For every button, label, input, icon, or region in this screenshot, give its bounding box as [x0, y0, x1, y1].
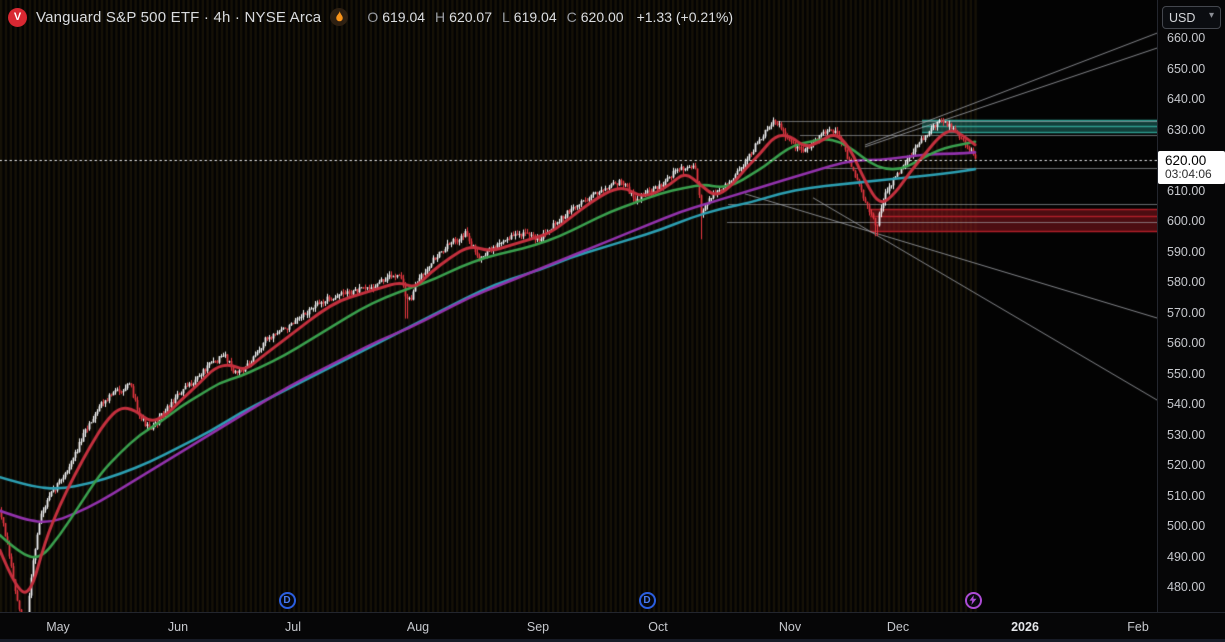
- bottom-toolbar-edge: [0, 639, 1225, 642]
- price-axis-label: 600.00: [1167, 214, 1206, 228]
- time-axis-label: Jul: [285, 620, 301, 634]
- time-axis-label: Oct: [648, 620, 668, 634]
- symbol-logo: V: [8, 7, 27, 27]
- price-change: +1.33 (+0.21%): [636, 9, 734, 25]
- time-axis-label: Jun: [167, 620, 189, 634]
- price-axis-label: 480.00: [1167, 580, 1206, 594]
- currency-label: USD: [1169, 10, 1196, 25]
- price-axis-label: 610.00: [1167, 183, 1206, 198]
- price-axis-label: 660.00: [1167, 31, 1206, 45]
- price-axis-label: 490.00: [1167, 549, 1206, 564]
- price-axis-label: 590.00: [1167, 244, 1206, 259]
- symbol-logo-letter: V: [13, 11, 22, 23]
- earnings-marker[interactable]: [964, 591, 982, 609]
- price-axis-label: 520.00: [1167, 458, 1206, 472]
- chevron-down-icon: ▾: [1208, 10, 1214, 21]
- chart-area: V Vanguard S&P 500 ETF · 4h · NYSE Arca …: [0, 0, 1157, 612]
- candlestick-chart-canvas[interactable]: [0, 0, 1157, 612]
- time-axis-label: Aug: [406, 620, 430, 634]
- dividend-marker[interactable]: D: [278, 591, 296, 609]
- ohlc-low-label: L: [502, 9, 510, 25]
- time-axis-label: Dec: [886, 620, 910, 634]
- ohlc-open-value: 619.04: [382, 9, 426, 25]
- price-axis-label: 560.00: [1167, 336, 1206, 350]
- price-axis-label: 640.00: [1167, 92, 1206, 106]
- ohlc-values: O 619.04 H 620.07 L 619.04 C 620.00: [361, 9, 623, 25]
- time-axis-label: Sep: [526, 620, 550, 634]
- symbol-legend[interactable]: V Vanguard S&P 500 ETF · 4h · NYSE Arca …: [8, 5, 733, 29]
- ohlc-close-value: 620.00: [580, 9, 624, 25]
- price-axis-label: 510.00: [1167, 488, 1206, 503]
- dividend-marker[interactable]: D: [638, 591, 656, 609]
- time-axis-label: May: [46, 620, 70, 634]
- time-axis-label: Feb: [1127, 620, 1149, 634]
- price-axis-label: 580.00: [1167, 275, 1206, 289]
- ohlc-open-label: O: [367, 9, 379, 25]
- ohlc-low-value: 619.04: [513, 9, 557, 25]
- price-axis-label: 570.00: [1167, 305, 1206, 320]
- last-price-label: 620.00 03:04:06: [1158, 151, 1225, 184]
- price-axis-label: 500.00: [1167, 519, 1206, 533]
- ohlc-high-value: 620.07: [449, 9, 492, 25]
- symbol-title[interactable]: Vanguard S&P 500 ETF · 4h · NYSE Arca: [36, 8, 322, 26]
- price-axis-label: 630.00: [1167, 122, 1206, 137]
- time-axis-label: 2026: [1011, 620, 1039, 634]
- time-axis-label: Nov: [778, 620, 802, 634]
- price-axis[interactable]: USD ▾ 660.00 650.00 640.00 630.00 620.00 610.…: [1157, 0, 1225, 612]
- ohlc-close-label: C: [566, 9, 577, 25]
- price-axis-label: 550.00: [1167, 366, 1206, 381]
- hot-flame-icon: [330, 8, 349, 26]
- price-axis-label: 650.00: [1167, 61, 1206, 76]
- time-axis[interactable]: May Jun Jul Aug Sep Oct Nov Dec 2026 Feb: [0, 612, 1225, 642]
- ohlc-high-label: H: [435, 9, 446, 25]
- currency-dropdown[interactable]: USD ▾: [1162, 6, 1221, 29]
- price-axis-label: 530.00: [1167, 427, 1206, 442]
- last-price-value: 620.00: [1165, 153, 1207, 168]
- price-axis-label: 540.00: [1167, 397, 1206, 411]
- bar-countdown: 03:04:06: [1165, 167, 1212, 181]
- lightning-icon: [969, 595, 977, 605]
